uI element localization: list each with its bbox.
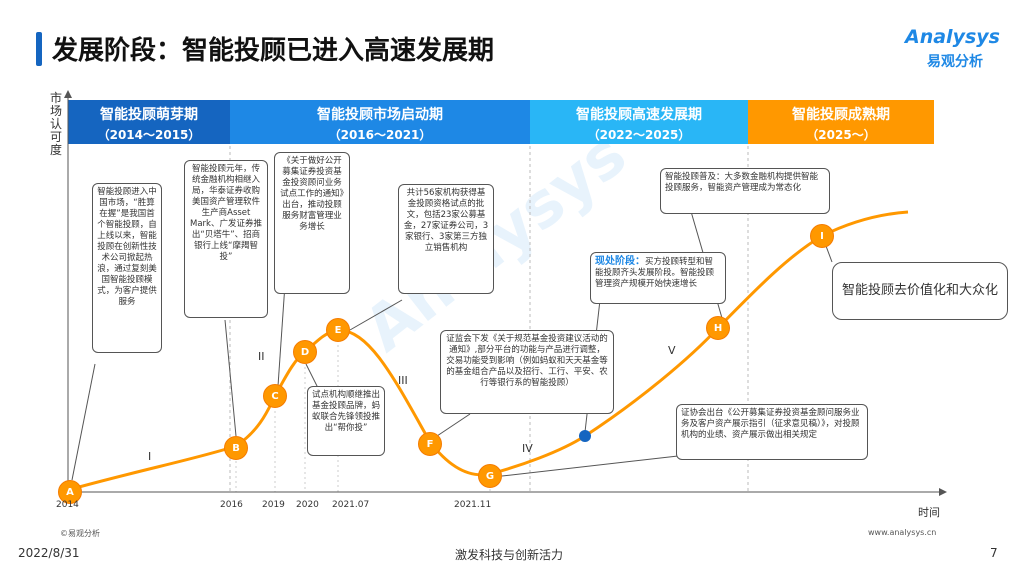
y-axis-label: 市场认可度 (50, 91, 63, 157)
phase-years: （2025～） (806, 128, 876, 142)
phase-name: 智能投顾成熟期 (792, 107, 890, 123)
x-axis-label: 时间 (918, 506, 940, 519)
brand-logo: Analysys 易观分析 (905, 26, 1005, 76)
x-tick-label: 2021.11 (454, 500, 492, 510)
title-accent-bar (36, 32, 42, 66)
callout-e: 共计56家机构获得基金投顾资格试点的批文，包括23家公募基金，27家证券公司，3… (398, 184, 494, 294)
phase-banner-growth: 智能投顾高速发展期 （2022～2025） (530, 100, 748, 144)
connector-line (71, 363, 96, 481)
callout-a: 智能投顾进入中国市场，“胜算在握”是我国首个智能投顾，自上线以来，智能投顾在创新… (92, 183, 162, 353)
callout-b: 智能投顾元年，传统金融机构相继入局，华泰证券收购美国资产管理软件生产商Asset… (184, 160, 268, 318)
phase-name: 智能投顾萌芽期 (100, 107, 198, 123)
x-tick-label: 2019 (262, 500, 285, 510)
connector-line (277, 283, 286, 387)
milestone-node-a: A (58, 480, 82, 504)
stage-numeral: I (148, 450, 152, 463)
footer-date: 2022/8/31 (18, 546, 80, 560)
phase-banner-seed: 智能投顾萌芽期 （2014～2015） (68, 100, 230, 144)
stage-numeral: III (398, 374, 408, 387)
phase-years: （2014～2015） (97, 128, 201, 142)
milestone-node-g: G (478, 464, 502, 488)
milestone-node-b: B (224, 436, 248, 460)
phase-banner-mature: 智能投顾成熟期 （2025～） (748, 100, 934, 144)
current-position-marker (579, 430, 591, 442)
connector-line (349, 299, 403, 331)
connector-line (305, 363, 319, 389)
callout-h: 智能投顾普及：大多数金融机构提供智能投顾服务，智能资产管理成为常态化 (660, 168, 830, 214)
callout-f: 证监会下发《关于规范基金投资建议活动的通知》,部分平台的功能与产品进行调整，交易… (440, 330, 614, 414)
connector-line (224, 319, 237, 437)
x-tick-label: 2020 (296, 500, 319, 510)
connector-line (501, 455, 679, 477)
stage-numeral: IV (522, 442, 533, 455)
x-tick-label: 2021.07 (332, 500, 370, 510)
logo-text-en: Analysys (905, 26, 1000, 48)
milestone-node-d: D (293, 340, 317, 364)
milestone-node-c: C (263, 384, 287, 408)
stage-numeral: V (668, 344, 676, 357)
current-stage-title: 现处阶段： (595, 256, 645, 267)
milestone-node-e: E (326, 318, 350, 342)
phase-name: 智能投顾高速发展期 (576, 107, 702, 123)
page-title: 发展阶段：智能投顾已进入高速发展期 (52, 36, 495, 66)
connector-line (436, 413, 471, 437)
callout-i: 智能投顾去价值化和大众化 (832, 262, 1008, 320)
current-stage-body: 买方投顾转型和智能投顾齐头发展阶段。智能投顾管理资产规模开始快速增长 (595, 257, 715, 289)
callout-g: 证协会出台《公开募集证券投资基金顾问服务业务及客户资产展示指引（征求意见稿）》，… (676, 404, 868, 460)
milestone-node-h: H (706, 316, 730, 340)
footer-url: www.analysys.cn (868, 528, 937, 537)
stage-numeral: II (258, 350, 265, 363)
phase-banner-launch: 智能投顾市场启动期 （2016～2021） (230, 100, 530, 144)
callout-d: 试点机构顺继推出基金投顾品牌，蚂蚁联合先锋领投推出“帮你投” (307, 386, 385, 456)
phase-years: （2016～2021） (328, 128, 432, 142)
page-number: 7 (990, 546, 998, 560)
phase-name: 智能投顾市场启动期 (317, 107, 443, 123)
x-tick-label: 2016 (220, 500, 243, 510)
footer-copyright: ©易观分析 (60, 529, 100, 538)
callout-c: 《关于做好公开募集证券投资基金投资顾问业务试点工作的通知》出台，推动投顾服务财富… (274, 152, 350, 294)
footer-slogan: 激发科技与创新活力 (455, 548, 564, 562)
phase-years: （2022～2025） (587, 128, 691, 142)
milestone-node-i: I (810, 224, 834, 248)
logo-text-cn: 易观分析 (927, 54, 983, 70)
callout-current-stage: 现处阶段：买方投顾转型和智能投顾齐头发展阶段。智能投顾管理资产规模开始快速增长 (590, 252, 726, 304)
x-tick-label: 2014 (56, 500, 79, 510)
connector-line (825, 245, 833, 263)
milestone-node-f: F (418, 432, 442, 456)
